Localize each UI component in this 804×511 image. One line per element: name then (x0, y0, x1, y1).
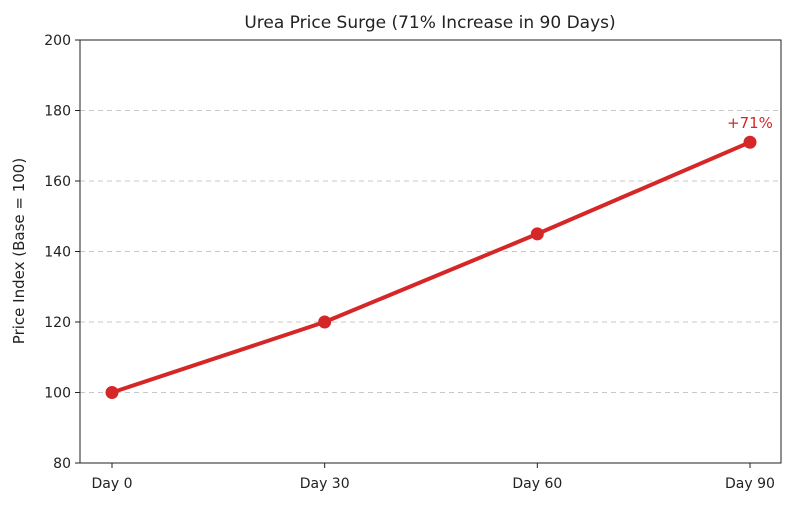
y-axis-label: Price Index (Base = 100) (10, 158, 28, 344)
data-point (105, 386, 119, 399)
x-tick-label: Day 60 (512, 476, 562, 492)
y-tick-label: 160 (44, 174, 71, 190)
y-tick-label: 80 (53, 456, 71, 472)
data-point (743, 135, 757, 149)
annotation-label: +71% (727, 114, 773, 132)
x-tick-label: Day 30 (300, 476, 350, 492)
x-tick-label: Day 0 (91, 476, 132, 492)
series-line (111, 140, 751, 395)
data-point (530, 227, 544, 241)
x-tick-label: Day 90 (725, 476, 775, 492)
y-tick-label: 100 (44, 386, 71, 402)
y-tick-label: 180 (44, 104, 71, 120)
y-tick-label: 200 (44, 33, 71, 49)
chart-title: Urea Price Surge (71% Increase in 90 Day… (244, 13, 615, 33)
data-point (318, 315, 332, 329)
y-tick-label: 120 (44, 315, 71, 331)
y-tick-label: 140 (44, 245, 71, 261)
